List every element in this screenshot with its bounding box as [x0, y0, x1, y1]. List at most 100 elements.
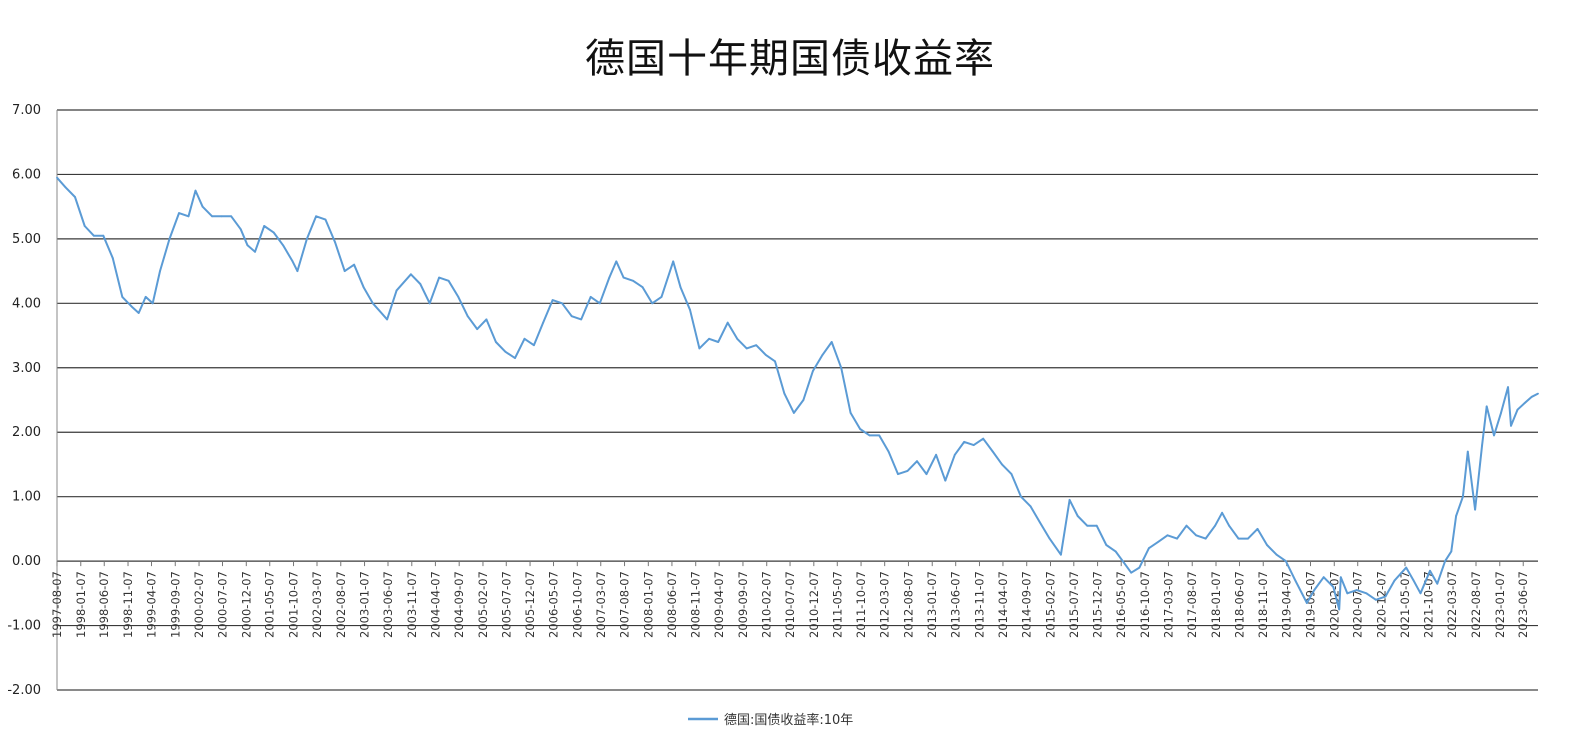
data-point: [296, 270, 299, 272]
data-point: [466, 315, 469, 318]
data-point: [1375, 598, 1377, 601]
data-point: [1444, 560, 1446, 562]
data-point: [121, 296, 124, 298]
data-point: [395, 289, 398, 292]
data-point: [925, 473, 928, 475]
y-tick-label: 4.00: [12, 296, 41, 311]
data-point: [1436, 582, 1439, 585]
data-point: [1148, 547, 1150, 550]
x-tick-label: 2014-09-07: [1020, 571, 1034, 638]
legend-label: 德国:国债收益率:10年: [724, 712, 853, 728]
data-point: [1429, 569, 1431, 572]
data-point: [1294, 579, 1297, 582]
data-point: [1095, 524, 1098, 527]
x-tick-label: 2013-06-07: [949, 571, 963, 638]
data-point: [1176, 537, 1178, 540]
data-point: [306, 238, 308, 240]
x-tick-label: 2022-03-07: [1445, 571, 1459, 638]
x-tick-label: 2018-11-07: [1256, 571, 1270, 638]
x-tick-label: 2017-08-07: [1185, 571, 1199, 638]
data-point: [906, 470, 909, 472]
data-point: [523, 337, 526, 340]
data-point: [533, 344, 535, 347]
data-point: [689, 308, 691, 311]
data-point: [230, 215, 233, 218]
data-point: [438, 276, 440, 279]
data-point: [953, 453, 956, 456]
data-point: [1510, 424, 1512, 427]
data-point: [726, 321, 729, 324]
data-point: [944, 479, 947, 482]
data-point: [551, 299, 554, 301]
data-point: [887, 450, 890, 453]
x-tick-label: 2023-06-07: [1516, 571, 1530, 638]
data-point: [1138, 566, 1141, 569]
legend: 德国:国债收益率:10年: [688, 712, 853, 728]
data-point: [859, 428, 861, 430]
data-point: [371, 302, 374, 305]
data-point: [447, 279, 450, 282]
data-point: [660, 296, 663, 298]
data-point: [56, 176, 58, 179]
x-tick-label: 2003-06-07: [381, 571, 395, 638]
data-point: [201, 205, 204, 208]
data-point: [651, 302, 654, 305]
data-point: [1365, 592, 1368, 595]
data-point: [1001, 463, 1003, 466]
data-point: [793, 412, 795, 414]
x-tick-label: 2012-08-07: [901, 571, 915, 638]
data-point: [1060, 553, 1062, 556]
data-point: [916, 460, 918, 463]
data-point: [982, 437, 985, 440]
x-tick-label: 2005-02-07: [476, 571, 490, 638]
x-tick-label: 2004-04-07: [428, 571, 442, 638]
data-point: [641, 286, 644, 289]
x-tick-label: 1998-01-07: [74, 571, 88, 638]
x-tick-label: 2011-10-07: [854, 571, 868, 638]
data-point: [1029, 505, 1032, 508]
data-point: [672, 260, 675, 263]
series-layer: [56, 176, 1539, 611]
data-point: [194, 189, 197, 192]
y-tick-label: -2.00: [7, 683, 41, 698]
x-tick-label: 2004-09-07: [452, 571, 466, 638]
data-point: [632, 279, 634, 282]
data-point: [1462, 495, 1464, 498]
data-point: [1516, 408, 1519, 411]
data-point: [840, 366, 843, 369]
data-point: [1130, 571, 1133, 574]
x-tick-label: 2001-05-07: [263, 571, 277, 638]
x-tick-label: 2010-12-07: [807, 571, 821, 638]
data-point: [353, 263, 355, 266]
data-point: [1166, 534, 1169, 537]
data-point: [542, 321, 544, 324]
x-tick-label: 2005-07-07: [499, 571, 513, 638]
data-point: [64, 186, 67, 189]
data-point: [324, 218, 327, 221]
x-tick-label: 2013-11-07: [972, 571, 986, 638]
data-point: [246, 244, 249, 247]
data-point: [830, 341, 833, 343]
data-point: [1020, 495, 1022, 498]
x-tick-label: 2023-01-07: [1493, 571, 1507, 638]
x-tick-label: 2021-10-07: [1422, 571, 1436, 638]
x-tick-label: 2008-01-07: [641, 571, 655, 638]
data-point: [211, 215, 214, 218]
x-tick-label: 2009-04-07: [712, 571, 726, 638]
data-point: [1306, 602, 1308, 604]
data-point: [178, 212, 180, 215]
y-axis: 7.00 6.00 5.00 4.00 3.00 2.00 1.00 0.00 -1.00 -2.…: [7, 103, 58, 698]
data-point: [410, 273, 412, 276]
data-point: [137, 312, 140, 314]
x-tick-label: 2015-12-07: [1091, 571, 1105, 638]
data-point: [935, 453, 937, 456]
data-point: [315, 215, 317, 218]
x-tick-label: 2019-09-07: [1303, 571, 1317, 638]
data-point: [1500, 412, 1502, 414]
data-point: [736, 337, 739, 340]
data-point: [239, 228, 242, 231]
data-point: [428, 302, 431, 305]
x-tick-label: 2010-02-07: [760, 571, 774, 638]
data-point: [476, 328, 479, 330]
